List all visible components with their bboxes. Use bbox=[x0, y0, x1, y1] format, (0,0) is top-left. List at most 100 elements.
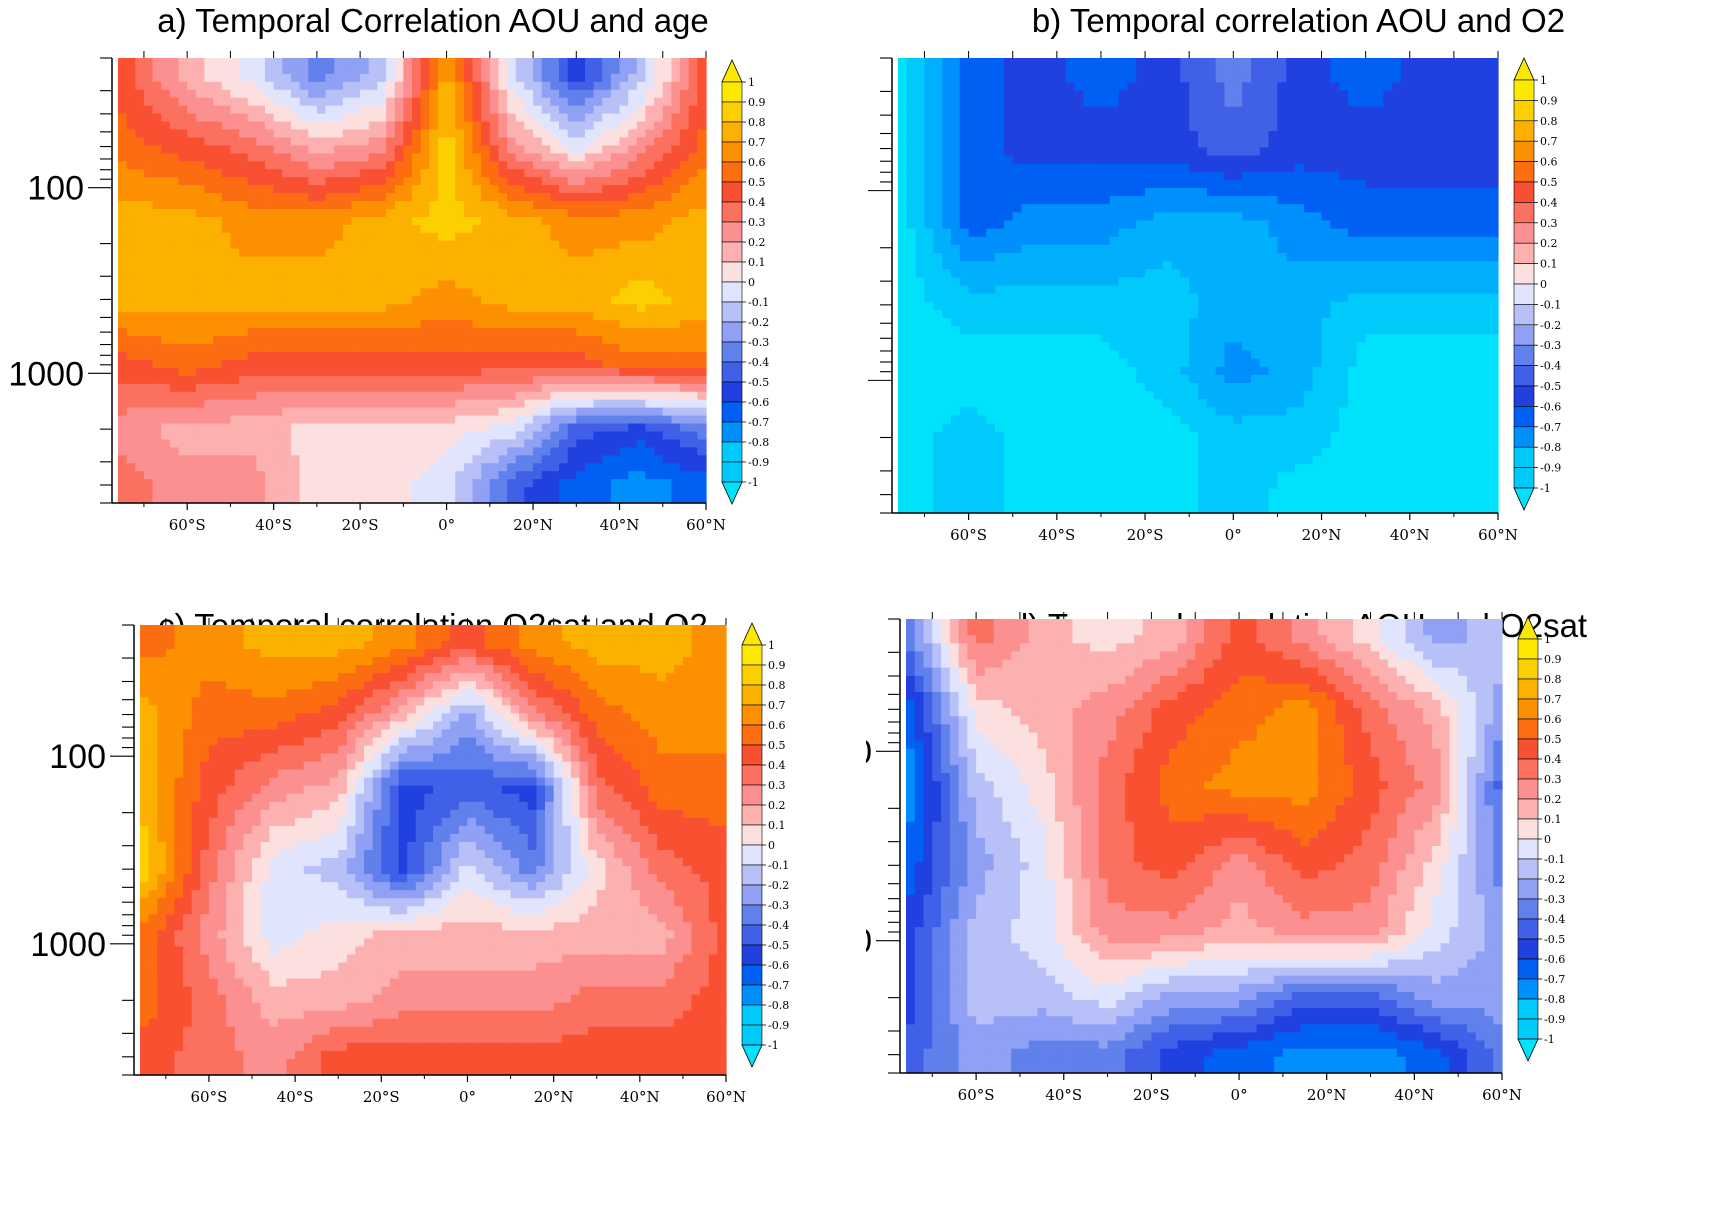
field-cell bbox=[360, 113, 370, 123]
field-cell bbox=[420, 73, 430, 83]
field-cell bbox=[403, 105, 413, 115]
field-cell bbox=[628, 89, 638, 99]
field-cell bbox=[654, 232, 664, 242]
field-cell bbox=[489, 161, 500, 170]
field-cell bbox=[1400, 66, 1411, 75]
field-cell bbox=[662, 216, 673, 226]
field-cell bbox=[1250, 155, 1261, 165]
field-cell bbox=[342, 161, 353, 170]
field-cell bbox=[213, 81, 223, 91]
field-cell bbox=[567, 58, 577, 67]
field-cell bbox=[1242, 58, 1252, 67]
field-cell bbox=[195, 471, 206, 480]
field-cell bbox=[524, 415, 534, 425]
field-cell bbox=[455, 81, 465, 91]
field-cell bbox=[429, 224, 439, 234]
field-cell bbox=[541, 201, 551, 210]
field-cell bbox=[1383, 106, 1393, 116]
field-cell bbox=[463, 65, 474, 75]
field-cell bbox=[1436, 66, 1446, 75]
y-tick-label: 100 bbox=[27, 170, 84, 208]
field-cell bbox=[662, 320, 673, 329]
field-cell bbox=[403, 73, 413, 83]
field-cell bbox=[1189, 179, 1199, 189]
field-cell bbox=[541, 113, 551, 123]
field-cell bbox=[290, 185, 301, 194]
field-cell bbox=[446, 328, 456, 337]
field-cell bbox=[1092, 155, 1102, 165]
field-cell bbox=[213, 320, 223, 329]
field-cell bbox=[619, 359, 629, 369]
field-cell bbox=[403, 264, 413, 274]
field-cell bbox=[628, 288, 638, 297]
field-cell bbox=[290, 240, 301, 250]
field-cell bbox=[1198, 131, 1208, 140]
field-cell bbox=[1003, 171, 1014, 181]
field-cell bbox=[118, 169, 128, 178]
field-cell bbox=[515, 320, 526, 329]
field-cell bbox=[213, 296, 223, 305]
field-cell bbox=[533, 423, 543, 433]
field-cell bbox=[230, 81, 240, 91]
field-cell bbox=[662, 407, 673, 417]
field-cell bbox=[619, 328, 629, 337]
field-cell bbox=[377, 97, 387, 107]
field-cell bbox=[265, 153, 275, 162]
field-cell bbox=[169, 272, 180, 282]
field-cell bbox=[1127, 58, 1137, 67]
field-cell bbox=[1162, 82, 1173, 92]
field-cell bbox=[273, 423, 283, 433]
field-cell bbox=[550, 208, 560, 218]
field-cell bbox=[602, 367, 612, 377]
field-cell bbox=[636, 455, 647, 464]
field-cell bbox=[386, 423, 396, 433]
field-cell bbox=[619, 367, 629, 377]
field-cell bbox=[377, 415, 387, 425]
field-cell bbox=[507, 495, 517, 504]
field-cell bbox=[645, 137, 655, 147]
field-cell bbox=[446, 375, 456, 385]
field-cell bbox=[437, 65, 448, 75]
field-cell bbox=[610, 97, 621, 107]
field-cell bbox=[645, 431, 655, 441]
field-cell bbox=[463, 455, 474, 464]
field-cell bbox=[1365, 106, 1376, 116]
field-cell bbox=[187, 280, 197, 290]
field-cell bbox=[394, 169, 404, 178]
field-cell bbox=[152, 415, 162, 425]
field-cell bbox=[567, 216, 577, 226]
field-cell bbox=[1374, 147, 1384, 157]
field-cell bbox=[593, 487, 603, 496]
field-cell bbox=[515, 383, 526, 393]
colorbar-box bbox=[721, 361, 743, 383]
field-cell bbox=[584, 264, 595, 274]
field-cell bbox=[654, 81, 664, 91]
field-cell bbox=[959, 123, 970, 132]
field-cell bbox=[567, 224, 577, 234]
field-cell bbox=[942, 147, 952, 157]
field-cell bbox=[1233, 98, 1243, 108]
field-cell bbox=[550, 423, 560, 433]
field-cell bbox=[316, 89, 327, 99]
field-cell bbox=[584, 240, 595, 250]
field-cell bbox=[420, 129, 430, 139]
field-cell bbox=[524, 423, 534, 433]
field-cell bbox=[1462, 82, 1473, 92]
field-cell bbox=[135, 89, 145, 99]
field-cell bbox=[213, 447, 223, 456]
field-cell bbox=[152, 495, 162, 504]
field-cell bbox=[576, 240, 586, 250]
field-cell bbox=[308, 479, 318, 488]
field-cell bbox=[481, 352, 491, 361]
field-cell bbox=[446, 439, 456, 448]
field-cell bbox=[559, 240, 569, 250]
field-cell bbox=[576, 296, 586, 305]
field-cell bbox=[576, 415, 586, 425]
field-cell bbox=[256, 240, 266, 250]
field-cell bbox=[420, 161, 430, 170]
field-cell bbox=[559, 455, 569, 464]
field-cell bbox=[412, 145, 422, 154]
field-cell bbox=[221, 208, 232, 218]
field-cell bbox=[247, 463, 257, 472]
field-cell bbox=[1259, 131, 1270, 140]
